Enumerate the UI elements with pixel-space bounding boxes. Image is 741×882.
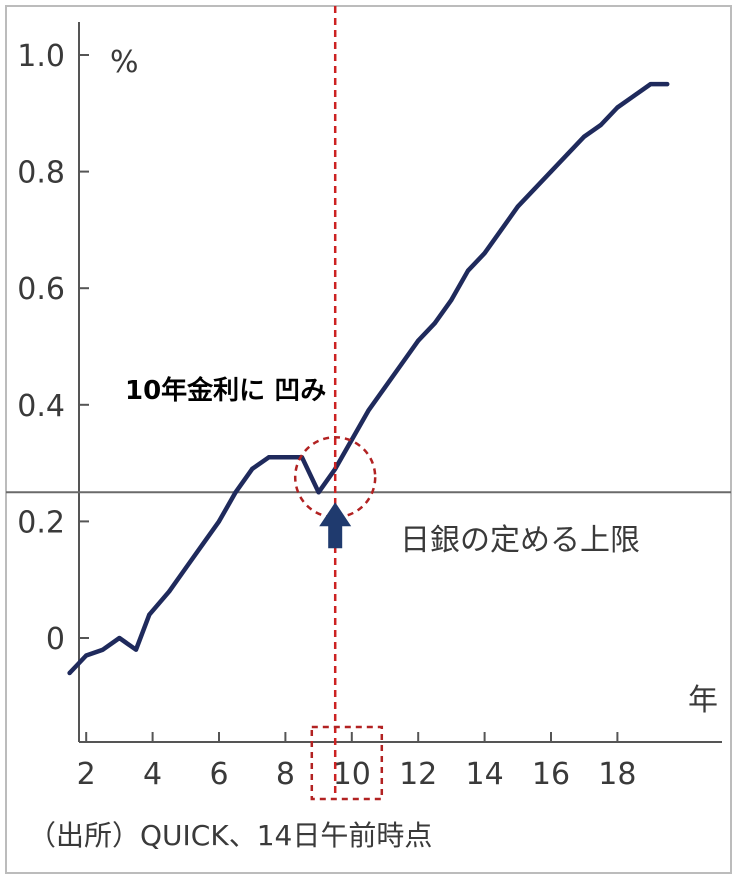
y-tick-label: 1.0	[17, 39, 65, 74]
data-point	[383, 385, 387, 390]
data-point	[266, 455, 271, 460]
data-point	[615, 105, 620, 110]
data-point	[167, 589, 172, 594]
y-unit-label: %	[110, 45, 139, 80]
data-point	[482, 251, 487, 256]
x-tick-label: 10	[333, 757, 371, 792]
data-point	[316, 490, 321, 495]
data-point	[499, 227, 504, 232]
up-arrow-icon	[319, 502, 352, 549]
x-unit-label: 年	[688, 683, 718, 718]
highlight-tick-box	[310, 725, 384, 801]
data-point	[183, 566, 188, 571]
x-tick-label: 8	[276, 757, 295, 792]
x-tick-label: 4	[143, 757, 162, 792]
dip-highlight-circle	[293, 436, 377, 519]
data-point	[515, 204, 520, 209]
x-tick-group: 2 4 6 8 10 12 14 16 18	[77, 732, 636, 792]
x-tick-label: 18	[598, 757, 636, 792]
chart-border	[5, 5, 732, 874]
data-point	[67, 670, 72, 675]
boj-cap-label: 日銀の定める上限	[400, 523, 640, 558]
data-point	[399, 361, 404, 366]
data-point	[582, 134, 587, 139]
data-point	[449, 297, 454, 302]
x-tick-label: 6	[209, 757, 228, 792]
data-point	[432, 321, 437, 326]
data-point	[283, 455, 288, 460]
data-point	[665, 82, 670, 87]
y-tick-label: 0.4	[17, 389, 65, 424]
y-tick-group: 1.0 0.8 0.6 0.4 0.2 0	[17, 39, 89, 657]
dip-annotation: 10年金利に 凹み	[125, 375, 326, 406]
x-tick-label: 14	[466, 757, 504, 792]
data-point	[100, 647, 105, 652]
data-point	[466, 268, 470, 273]
x-tick-label: 2	[77, 757, 96, 792]
data-point	[648, 82, 653, 87]
y-tick-label: 0.8	[17, 156, 65, 191]
data-point	[565, 152, 570, 157]
source-note: （出所）QUICK、14日午前時点	[28, 819, 432, 852]
data-point	[349, 437, 354, 442]
data-point	[117, 636, 122, 640]
data-point	[134, 647, 138, 652]
data-point	[147, 612, 152, 617]
y-tick-label: 0.2	[17, 505, 65, 540]
y-tick-label: 0.6	[17, 272, 65, 307]
y-tick-label: 0	[46, 622, 65, 657]
data-point	[366, 408, 371, 413]
data-point	[532, 187, 537, 192]
data-point	[84, 653, 89, 658]
x-tick-label: 16	[532, 757, 570, 792]
data-point-group	[67, 82, 670, 675]
data-point	[233, 490, 238, 495]
data-point	[217, 519, 221, 524]
data-point	[200, 542, 205, 547]
data-point	[598, 122, 603, 127]
data-point	[549, 169, 553, 174]
data-point	[416, 338, 421, 343]
x-tick-label: 12	[399, 757, 437, 792]
data-point	[632, 93, 636, 98]
data-point	[250, 466, 255, 471]
